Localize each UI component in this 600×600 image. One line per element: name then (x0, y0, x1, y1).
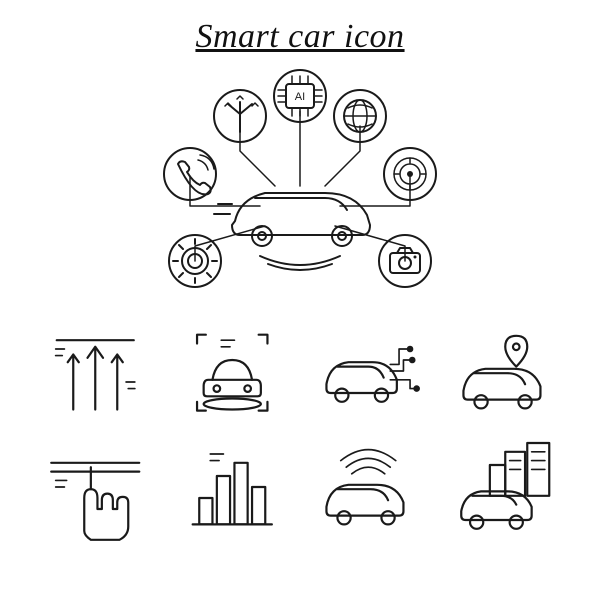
bar-chart-icon (167, 432, 298, 542)
icon-grid (0, 316, 600, 552)
touch-hand-icon (30, 432, 161, 542)
car-scan-icon (167, 316, 298, 426)
page-title: Smart car icon (0, 0, 600, 56)
connector-lines (190, 111, 410, 261)
car-city-icon (440, 432, 571, 542)
car-wireless-icon (303, 432, 434, 542)
upload-arrows-icon (30, 316, 161, 426)
hero-smart-car-diagram: AI (0, 56, 600, 316)
svg-text:AI: AI (295, 91, 305, 103)
car-side-icon (214, 193, 370, 270)
car-circuit-icon (303, 316, 434, 426)
car-location-pin-icon (440, 316, 571, 426)
ai-chip-icon: AI (274, 70, 326, 122)
